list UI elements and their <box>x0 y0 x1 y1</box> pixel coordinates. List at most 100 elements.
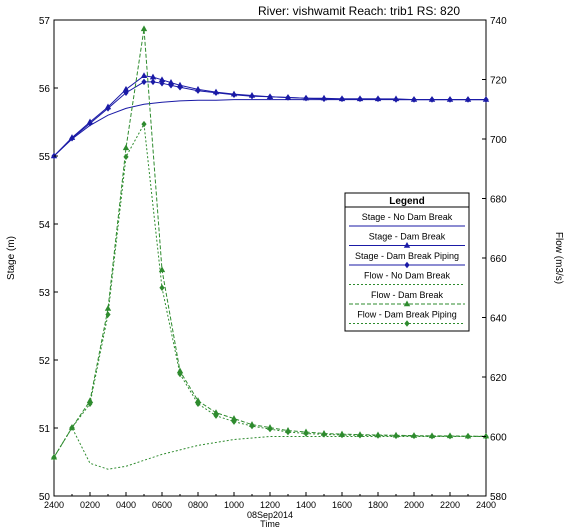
legend-entry-label: Flow - Dam Break <box>371 290 444 300</box>
data-point <box>195 87 201 94</box>
axes: 50 51 52 53 54 55 56 57 580 600 620 640 660 680 700 720… <box>6 16 564 529</box>
y-left-tick-label: 52 <box>39 356 51 367</box>
y-left-tick-label: 57 <box>39 16 51 27</box>
data-point <box>140 25 148 32</box>
x-tick-label: 2200 <box>440 500 460 510</box>
data-point <box>140 72 148 78</box>
data-point <box>87 400 93 407</box>
data-point <box>447 433 453 440</box>
legend-entry-label: Flow - Dam Break Piping <box>357 310 457 320</box>
y-right-tick-label: 580 <box>490 492 507 503</box>
data-point <box>51 454 57 461</box>
x-tick-label: 1000 <box>224 500 244 510</box>
y-right-tick-label: 600 <box>490 433 507 444</box>
legend-entry-label: Stage - No Dam Break <box>362 212 453 222</box>
data-point <box>123 89 129 96</box>
series-flow-dam-break-piping <box>51 120 489 461</box>
y-left-tick-label: 53 <box>39 288 51 299</box>
data-point <box>159 80 165 87</box>
x-tick-label: 0200 <box>80 500 100 510</box>
data-point <box>141 120 147 128</box>
y-right-tick-label: 660 <box>490 254 507 265</box>
data-point <box>267 425 273 433</box>
data-point <box>357 95 363 103</box>
data-point <box>411 432 417 440</box>
data-point <box>87 120 93 127</box>
x-axis-label: Time <box>260 519 280 529</box>
data-point <box>267 93 273 101</box>
x-tick-label: 2000 <box>404 500 424 510</box>
data-point <box>69 424 75 431</box>
data-point <box>141 78 147 86</box>
data-point <box>176 367 184 374</box>
legend-entry-marker <box>403 242 411 248</box>
data-point <box>168 82 174 89</box>
data-point <box>212 409 220 415</box>
data-point <box>105 105 111 112</box>
legend-entry-label: Flow - No Dam Break <box>364 271 451 281</box>
data-point <box>231 418 237 425</box>
data-point <box>429 96 435 103</box>
data-point <box>177 84 183 91</box>
data-point <box>375 432 381 439</box>
y-left-tick-label: 51 <box>39 424 51 435</box>
x-tick-label: 2400 <box>44 500 64 510</box>
x-tick-label: 0600 <box>152 500 172 510</box>
y-right-tick-label: 700 <box>490 135 507 146</box>
data-point <box>429 433 435 440</box>
data-point <box>158 266 166 273</box>
y-left-tick-label: 55 <box>39 152 51 163</box>
data-point <box>321 95 327 103</box>
legend-entry-marker <box>404 320 410 327</box>
data-point <box>195 400 201 407</box>
legend-title: Legend <box>389 196 425 207</box>
data-point <box>149 73 157 80</box>
data-point <box>159 284 165 291</box>
y-left-tick-label: 50 <box>39 492 51 503</box>
y-right-tick-label: 620 <box>490 373 507 384</box>
data-point <box>375 95 381 103</box>
data-point <box>158 76 166 83</box>
x-tick-label: 2400 <box>476 500 496 510</box>
data-point <box>465 96 471 103</box>
x-tick-label: 1400 <box>296 500 316 510</box>
data-point <box>122 144 130 151</box>
y-right-tick-label: 640 <box>490 314 507 325</box>
y-left-tick-label: 54 <box>39 220 51 231</box>
y-right-tick-label: 740 <box>490 16 507 27</box>
x-tick-label: 0400 <box>116 500 136 510</box>
data-point <box>285 428 291 436</box>
y-right-tick-label: 720 <box>490 76 507 87</box>
legend-entry-label: Stage - Dam Break Piping <box>355 251 459 261</box>
legend-entry-marker <box>403 300 411 307</box>
data-point <box>339 431 345 439</box>
data-point <box>393 96 399 103</box>
data-point <box>86 397 94 403</box>
series-layer <box>50 25 490 470</box>
chart-title: River: vishwamit Reach: trib1 RS: 820 <box>258 4 461 18</box>
data-point <box>393 432 399 440</box>
data-point <box>357 432 363 439</box>
data-point <box>303 430 309 437</box>
data-point <box>213 89 219 96</box>
x-date-label: 08Sep2014 <box>247 510 293 520</box>
data-point <box>122 85 130 92</box>
x-tick-label: 1800 <box>368 500 388 510</box>
data-point <box>483 96 489 103</box>
y-right-tick-label: 680 <box>490 195 507 206</box>
data-point <box>249 92 255 100</box>
y-left-tick-label: 56 <box>39 84 51 95</box>
data-point <box>69 135 75 142</box>
legend-entry-label: Stage - Dam Break <box>369 232 446 242</box>
data-point <box>167 79 175 85</box>
y-left-axis-label: Stage (m) <box>6 236 17 280</box>
data-point <box>105 311 111 318</box>
data-point <box>321 431 327 438</box>
data-point <box>339 95 345 103</box>
data-point <box>303 95 309 102</box>
legend: Legend Stage - No Dam Break Stage - Dam Br… <box>344 192 470 332</box>
legend-entry-marker <box>404 261 410 269</box>
data-point <box>177 370 183 378</box>
data-point <box>123 153 129 161</box>
